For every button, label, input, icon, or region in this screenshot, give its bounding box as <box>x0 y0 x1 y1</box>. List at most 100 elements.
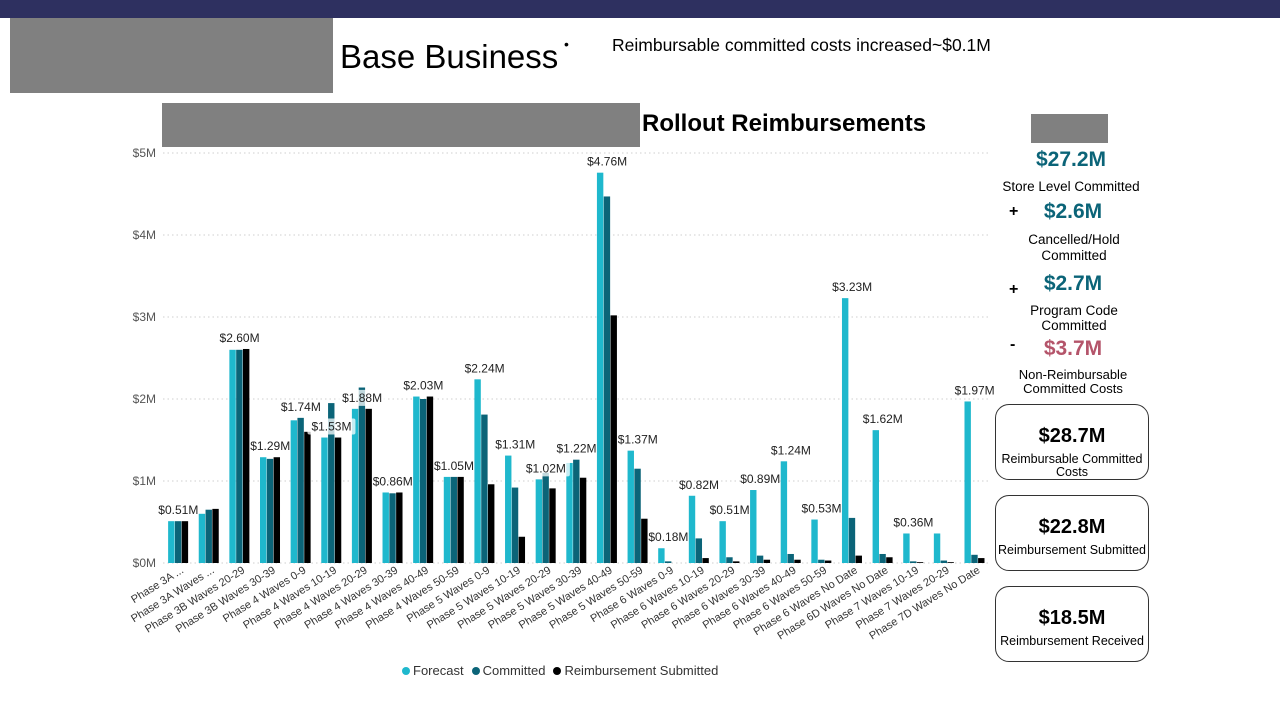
bar-forecast <box>505 455 512 563</box>
legend-label-forecast: Forecast <box>413 663 464 678</box>
data-label: $0.82M <box>679 478 719 492</box>
bar-reimbursement-submitted <box>794 559 801 563</box>
bar-forecast <box>474 379 481 563</box>
plus-operator-2: + <box>1009 281 1019 298</box>
bar-forecast <box>627 450 634 563</box>
bar-forecast <box>198 513 206 563</box>
redacted-title-block <box>162 103 640 147</box>
legend-item-committed[interactable]: Committed <box>471 663 545 678</box>
card-reimbursement-received-label: Reimbursement Received <box>1000 634 1144 648</box>
bar-committed <box>603 196 611 563</box>
data-label: $0.36M <box>893 515 933 529</box>
card-reimbursement-received[interactable]: $18.5M Reimbursement Received <box>995 586 1149 662</box>
bar-committed <box>971 554 978 563</box>
chart-legend: Forecast Committed Reimbursement Submitt… <box>402 663 720 678</box>
bar-committed <box>848 517 856 563</box>
minus-operator: - <box>1010 336 1016 353</box>
data-label: $1.37M <box>618 433 658 447</box>
data-label: $1.88M <box>342 391 382 405</box>
bar-committed <box>664 561 672 563</box>
bar-committed <box>511 487 519 563</box>
bar-committed <box>787 553 794 563</box>
bar-forecast <box>841 298 849 563</box>
bar-reimbursement-submitted <box>916 562 924 563</box>
bar-forecast <box>443 476 451 563</box>
bar-reimbursement-submitted <box>457 476 464 563</box>
bar-committed <box>542 472 549 563</box>
data-label: $2.03M <box>403 379 443 393</box>
data-label: $3.23M <box>832 280 872 294</box>
bar-forecast <box>872 430 879 563</box>
data-label: $1.22M <box>556 442 596 456</box>
card-reimbursable-committed-label: Reimbursable Committed Costs <box>1001 452 1143 479</box>
bar-reimbursement-submitted <box>181 521 189 563</box>
data-label: $1.02M <box>526 461 566 475</box>
bar-forecast <box>535 479 543 563</box>
y-tick-label: $4M <box>133 228 156 242</box>
data-label: $0.51M <box>158 503 198 517</box>
data-label: $1.05M <box>434 459 474 473</box>
data-label: $0.51M <box>710 503 750 517</box>
data-label: $2.60M <box>220 331 260 345</box>
kpi-store-level-value: $27.2M <box>1035 148 1107 171</box>
bar-reimbursement-submitted <box>641 518 648 563</box>
bar-reimbursement-submitted <box>334 437 342 563</box>
bar-reimbursement-submitted <box>824 560 832 563</box>
kpi-non-reimbursable-value: $3.7M <box>1043 337 1103 360</box>
bar-forecast <box>964 401 971 563</box>
bar-reimbursement-submitted <box>242 348 250 563</box>
bar-committed <box>236 349 243 563</box>
bar-committed <box>450 476 457 563</box>
data-label-background <box>521 460 570 477</box>
committed-dot-icon <box>471 666 480 675</box>
bar-forecast <box>596 172 604 563</box>
bar-forecast <box>688 495 696 563</box>
bar-committed <box>174 521 182 563</box>
bar-reimbursement-submitted <box>273 457 281 563</box>
kpi-cancelled-hold-label: Cancelled/Hold Committed <box>1028 232 1120 263</box>
bullet-icon: • <box>564 36 569 52</box>
bar-committed <box>879 553 886 563</box>
bar-reimbursement-submitted <box>978 558 985 563</box>
data-label: $0.89M <box>740 472 780 486</box>
data-label: $4.76M <box>587 155 627 169</box>
data-label: $1.31M <box>495 438 535 452</box>
data-label: $1.74M <box>281 400 321 414</box>
card-reimbursement-submitted-value: $22.8M <box>1038 516 1106 538</box>
bar-committed <box>205 509 212 563</box>
top-color-band <box>0 0 1280 18</box>
y-tick-label: $1M <box>133 474 156 488</box>
bar-forecast <box>382 492 389 563</box>
bar-committed <box>419 399 427 563</box>
bar-committed <box>634 468 641 563</box>
legend-item-submitted[interactable]: Reimbursement Submitted <box>553 663 718 678</box>
bar-committed <box>910 561 917 563</box>
bar-forecast <box>413 396 420 563</box>
data-label: $0.18M <box>648 530 688 544</box>
bar-reimbursement-submitted <box>610 315 617 563</box>
plus-operator-1: + <box>1009 203 1019 220</box>
bar-forecast <box>780 461 788 563</box>
bar-forecast <box>229 349 236 563</box>
bar-committed <box>266 458 274 563</box>
kpi-program-code-label: Program Code Committed <box>1030 303 1118 333</box>
bar-committed <box>573 459 580 563</box>
card-reimbursable-committed-value: $28.7M <box>1038 425 1106 447</box>
card-reimbursement-submitted[interactable]: $22.8M Reimbursement Submitted <box>995 495 1149 571</box>
data-label-background <box>307 418 356 435</box>
bar-forecast <box>811 519 818 563</box>
data-label: $0.53M <box>802 502 842 516</box>
data-label: $1.53M <box>311 420 351 434</box>
bar-reimbursement-submitted <box>702 558 709 563</box>
kpi-non-reimbursable-label: Non-Reimbursable Committed Costs <box>1018 367 1128 396</box>
card-reimbursement-received-value: $18.5M <box>1038 607 1106 629</box>
data-label: $1.29M <box>250 439 290 453</box>
bar-committed <box>940 560 948 563</box>
page-title: Base Business <box>340 38 559 75</box>
kpi-cancelled-hold-value: $2.6M <box>1043 200 1103 223</box>
card-reimbursable-committed[interactable]: $28.7M Reimbursable Committed Costs <box>995 404 1149 480</box>
legend-item-forecast[interactable]: Forecast <box>402 663 464 678</box>
y-tick-label: $5M <box>133 146 156 160</box>
redacted-kpi-header-block <box>1031 114 1108 143</box>
bar-reimbursement-submitted <box>488 484 495 563</box>
